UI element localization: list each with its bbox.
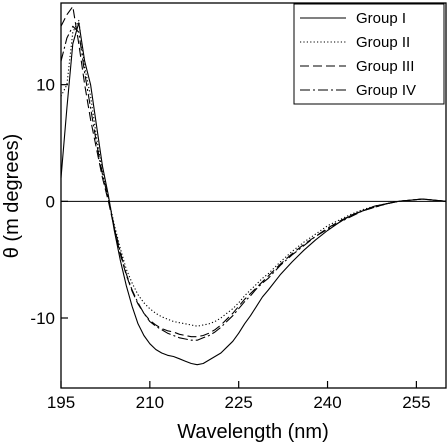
- x-tick-label: 255: [402, 393, 430, 412]
- y-axis-title: θ (m degrees): [1, 134, 23, 259]
- legend: Group I Group II Group III Group IV: [293, 3, 445, 105]
- y-tick-label: 0: [46, 192, 55, 211]
- legend-label: Group III: [356, 58, 414, 75]
- legend-label: Group I: [356, 10, 406, 27]
- y-tick-label: -10: [30, 309, 55, 328]
- x-tick-label: 210: [136, 393, 164, 412]
- plot-frame: [60, 2, 447, 389]
- legend-label: Group II: [356, 34, 410, 51]
- y-tick-label: 10: [36, 76, 55, 95]
- legend-label: Group IV: [356, 82, 416, 99]
- axis-ticks: 195 210 225 240 255 10 0 -10: [30, 76, 430, 412]
- series-line-group-iv: [60, 25, 447, 341]
- data-series: [60, 5, 447, 366]
- x-tick-label: 225: [225, 393, 253, 412]
- series-line-group-iii: [60, 5, 447, 338]
- series-line-group-ii: [60, 19, 447, 327]
- x-tick-label: 195: [47, 393, 75, 412]
- legend-box: [293, 3, 445, 105]
- x-tick-label: 240: [313, 393, 341, 412]
- x-axis-title: Wavelength (nm): [177, 421, 329, 443]
